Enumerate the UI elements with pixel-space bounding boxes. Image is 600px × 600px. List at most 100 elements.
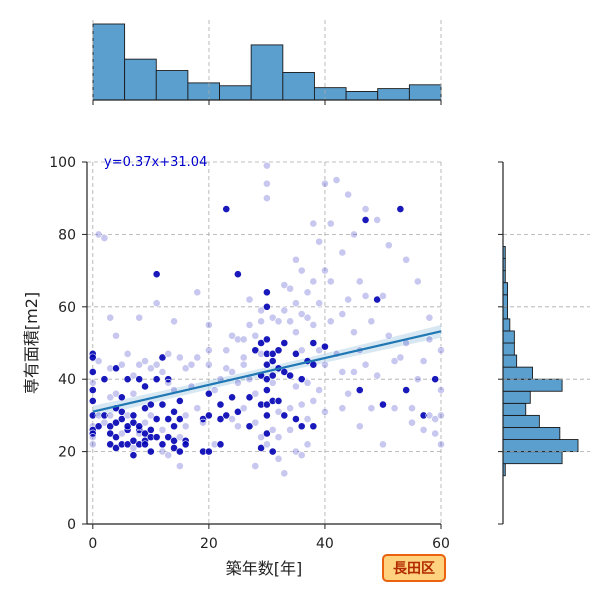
scatter-point	[164, 451, 173, 460]
x-tick-label: 0	[88, 536, 97, 552]
scatter-point	[251, 462, 260, 470]
scatter-point	[233, 407, 242, 416]
x-histogram-bar	[313, 87, 347, 101]
scatter-point	[257, 317, 265, 326]
scatter-point	[181, 440, 190, 449]
scatter-point	[315, 237, 324, 246]
scatter-point	[280, 281, 289, 289]
y-tick-label: 80	[58, 227, 76, 243]
scatter-point	[431, 415, 440, 423]
scatter-point	[315, 386, 324, 394]
scatter-point	[367, 317, 376, 326]
scatter-point	[419, 357, 428, 365]
scatter-point	[326, 317, 335, 326]
scatter-point	[263, 302, 271, 311]
scatter-point	[321, 360, 329, 369]
scatter-point	[239, 353, 248, 362]
scatter-point	[379, 292, 387, 300]
scatter-point	[309, 422, 318, 431]
scatter-point	[338, 310, 347, 318]
scatter-point	[425, 335, 434, 344]
y-histogram-bar	[502, 402, 527, 416]
scatter-point	[274, 454, 283, 463]
scatter-point	[164, 378, 173, 387]
scatter-point	[106, 440, 115, 449]
scatter-point	[263, 429, 271, 438]
scatter-point	[175, 447, 184, 456]
scatter-point	[292, 299, 300, 308]
scatter-point	[408, 418, 416, 427]
scatter-point	[274, 317, 283, 326]
scatter-point	[112, 418, 120, 427]
scatter-point	[350, 230, 358, 239]
scatter-point	[309, 320, 318, 329]
x-histogram-bar	[92, 23, 126, 101]
scatter-point	[326, 277, 335, 286]
scatter-point	[251, 346, 260, 355]
scatter-point	[204, 346, 213, 355]
scatter-point	[233, 270, 242, 279]
scatter-point	[141, 418, 149, 427]
scatter-point	[233, 378, 242, 387]
scatter-point	[251, 389, 260, 398]
scatter-point	[216, 400, 225, 409]
scatter-point	[245, 393, 254, 402]
scatter-point	[297, 310, 306, 318]
scatter-point	[379, 400, 387, 409]
scatter-point	[135, 375, 144, 384]
scatter-point	[117, 407, 126, 416]
scatter-point	[204, 447, 213, 456]
scatter-point	[100, 411, 109, 420]
scatter-point	[309, 339, 318, 347]
scatter-point	[187, 360, 196, 369]
scatter-point	[152, 360, 161, 369]
scatter-point	[175, 462, 184, 470]
scatter-point	[292, 255, 300, 264]
scatter-point	[321, 342, 329, 351]
scatter-point	[106, 429, 115, 438]
scatter-point	[390, 357, 399, 365]
scatter-point	[419, 425, 428, 434]
scatter-point	[297, 266, 306, 275]
scatter-point	[286, 404, 295, 413]
scatter-point	[123, 440, 132, 449]
x-tick-label: 40	[316, 536, 334, 552]
scatter-point	[164, 415, 173, 423]
scatter-point	[344, 295, 353, 304]
scatter-point	[379, 440, 387, 449]
scatter-point	[396, 205, 405, 213]
scatter-point	[361, 205, 370, 213]
scatter-point	[263, 360, 271, 369]
scatter-point	[94, 230, 103, 239]
scatter-point	[268, 447, 277, 456]
scatter-point	[437, 346, 445, 355]
scatter-point	[216, 415, 225, 423]
scatter-point	[355, 422, 364, 431]
scatter-point	[309, 219, 318, 228]
scatter-point	[245, 422, 254, 431]
ward-badge-box	[382, 554, 446, 582]
scatter-point	[222, 411, 231, 420]
scatter-point	[286, 371, 295, 380]
scatter-point	[292, 328, 300, 337]
x-tick-labels: 0 20 40 60	[88, 536, 450, 552]
scatter-point	[233, 422, 242, 431]
scatter-point	[222, 205, 231, 213]
scatter-point	[228, 331, 236, 340]
grid-lines	[87, 161, 442, 524]
scatter-point	[129, 371, 138, 380]
scatter-point	[222, 364, 231, 373]
regression-line-group	[92, 330, 442, 413]
scatter-point	[419, 411, 428, 420]
y-tick-labels: 0 20 40 60 80 100	[49, 155, 76, 533]
scatter-point	[152, 270, 161, 279]
scatter-point	[94, 357, 103, 365]
scatter-point	[402, 386, 411, 394]
x-histogram-bar	[408, 84, 442, 101]
y-histogram-bar	[502, 390, 531, 404]
scatter-point	[355, 386, 364, 394]
scatter-point	[228, 368, 236, 376]
scatter-point	[233, 335, 242, 344]
regression-equation-label: y=0.37x+31.04	[104, 155, 207, 170]
